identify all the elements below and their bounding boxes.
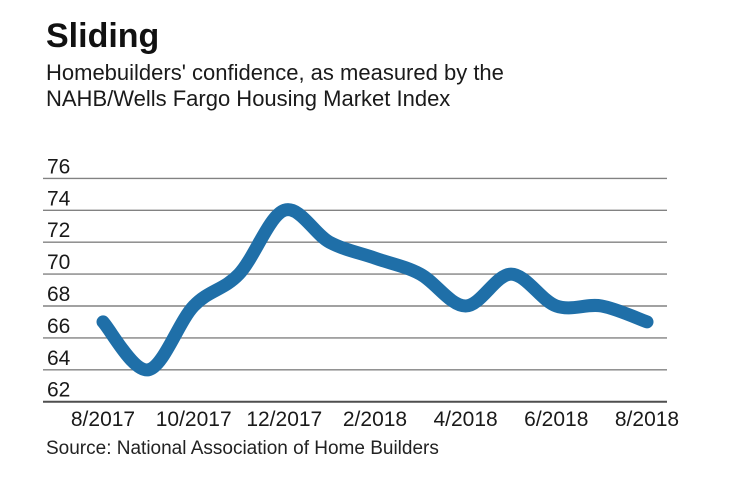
x-tick-label: 8/2017 [71, 408, 135, 431]
chart-subtitle: Homebuilders' confidence, as measured by… [46, 60, 504, 112]
chart-title: Sliding [46, 17, 160, 55]
x-tick-label: 4/2018 [433, 408, 497, 431]
x-tick-label: 12/2017 [246, 408, 322, 431]
source-note: Source: National Association of Home Bui… [46, 438, 439, 459]
y-tick-label: 64 [47, 347, 71, 370]
x-tick-label: 10/2017 [156, 408, 232, 431]
y-tick-label: 70 [47, 251, 70, 274]
y-tick-label: 62 [47, 379, 70, 402]
x-tick-label: 2/2018 [343, 408, 407, 431]
x-tick-label: 8/2018 [615, 408, 679, 431]
chart-subtitle-line2: NAHB/Wells Fargo Housing Market Index [46, 86, 451, 111]
y-tick-label: 74 [47, 187, 71, 210]
y-tick-label: 66 [47, 315, 70, 338]
y-tick-label: 72 [47, 219, 70, 242]
y-tick-label: 68 [47, 283, 70, 306]
x-tick-label: 6/2018 [524, 408, 588, 431]
y-tick-label: 76 [47, 155, 70, 178]
chart-subtitle-line1: Homebuilders' confidence, as measured by… [46, 60, 504, 85]
confidence-data-line [96, 203, 654, 377]
